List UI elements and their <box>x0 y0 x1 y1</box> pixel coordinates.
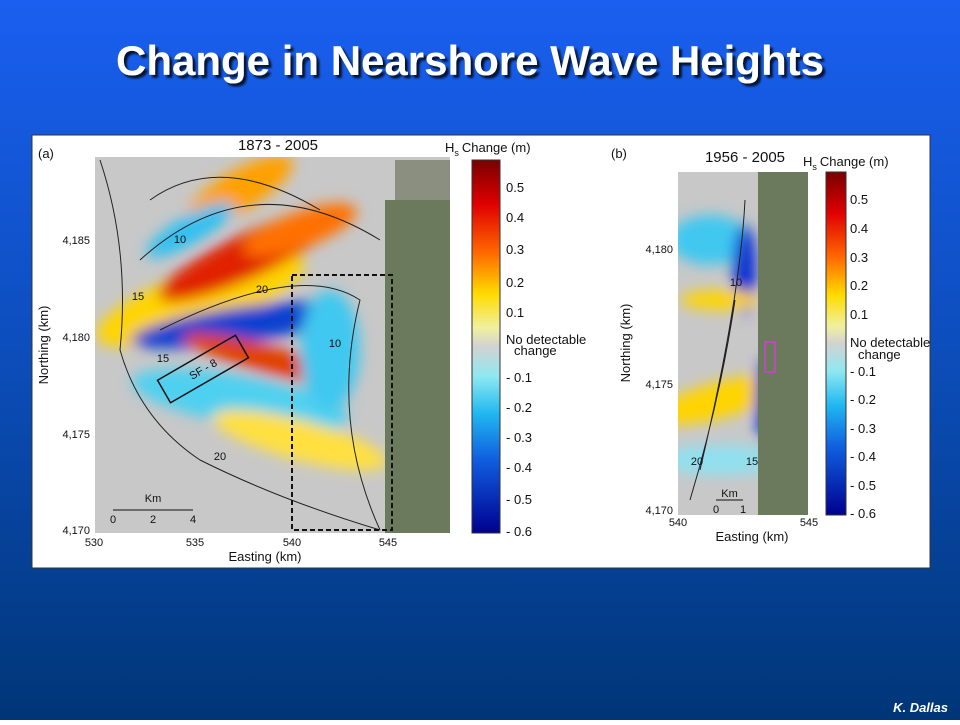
colorbar-label: 0.5 <box>506 180 524 195</box>
legend-symbol: H <box>445 140 454 155</box>
contour-label: 15 <box>157 353 169 365</box>
legend-subscript: s <box>454 148 459 158</box>
legend-title: Hs Change (m) <box>803 154 889 172</box>
y-tick-label: 4,175 <box>645 379 673 391</box>
y-tick-label: 4,170 <box>62 525 90 537</box>
y-axis-title: Northing (km) <box>618 304 633 383</box>
colorbar-label: - 0.5 <box>850 478 876 493</box>
colorbar-b <box>825 171 847 516</box>
colorbar-label: - 0.1 <box>850 364 876 379</box>
colorbar-label: - 0.6 <box>850 506 876 521</box>
colorbar-label: - 0.2 <box>506 400 532 415</box>
colorbar-label: 0.5 <box>850 192 868 207</box>
y-tick-label: 4,180 <box>62 332 90 344</box>
x-tick-label: 545 <box>379 537 397 549</box>
colorbar-label: No detectable <box>506 332 586 347</box>
x-tick-label: 530 <box>85 537 103 549</box>
contour-label: 15 <box>746 456 758 468</box>
colorbar-label: 0.4 <box>506 210 524 225</box>
contour-label: 10 <box>730 277 742 289</box>
contour-label: 20 <box>256 284 268 296</box>
x-axis-title: Easting (km) <box>229 549 302 564</box>
panel-label: (b) <box>611 146 627 161</box>
contour-label: 10 <box>174 234 186 246</box>
y-tick-label: 4,170 <box>645 505 673 517</box>
colorbar-label: - 0.6 <box>506 524 532 539</box>
colorbar-label: 0.2 <box>850 278 868 293</box>
colorbar-label: 0.2 <box>506 275 524 290</box>
colorbar-label: 0.1 <box>506 305 524 320</box>
panel-period: 1956 - 2005 <box>705 149 785 166</box>
y-tick-label: 4,180 <box>645 244 673 256</box>
colorbar-label: change <box>514 343 557 358</box>
y-axis-title: Northing (km) <box>36 306 51 385</box>
scale-tick: 2 <box>150 514 156 526</box>
legend-text: Change (m) <box>820 154 889 169</box>
scale-tick: 0 <box>110 514 116 526</box>
colorbar-label: No detectable <box>850 335 930 350</box>
contour-label: 15 <box>132 291 144 303</box>
panel-period: 1873 - 2005 <box>238 137 318 154</box>
y-tick-label: 4,185 <box>62 235 90 247</box>
x-tick-label: 540 <box>669 517 687 529</box>
scale-tick: 1 <box>740 504 746 516</box>
legend-symbol: H <box>803 154 812 169</box>
y-tick-label: 4,175 <box>62 429 90 441</box>
map-b <box>678 172 808 515</box>
colorbar-label: 0.3 <box>506 242 524 257</box>
colorbar-label: 0.3 <box>850 250 868 265</box>
x-axis-title: Easting (km) <box>716 529 789 544</box>
scale-tick: 4 <box>190 514 196 526</box>
contour-label: 20 <box>691 456 703 468</box>
map-a: SF - 8 <box>95 157 450 533</box>
colorbar-label: - 0.3 <box>506 430 532 445</box>
x-tick-label: 540 <box>283 537 301 549</box>
colorbar-label: - 0.4 <box>850 449 876 464</box>
colorbar-label: - 0.2 <box>850 392 876 407</box>
scale-unit: Km <box>721 488 738 500</box>
slide-title: Change in Nearshore Wave Heights <box>116 37 824 84</box>
colorbar-a <box>471 159 501 534</box>
colorbar-label: - 0.3 <box>850 421 876 436</box>
panel-label: (a) <box>38 146 54 161</box>
colorbar-label: 0.1 <box>850 307 868 322</box>
scale-unit: Km <box>145 493 162 505</box>
contour-label: 10 <box>329 338 341 350</box>
legend-text: Change (m) <box>462 140 531 155</box>
credit: K. Dallas <box>893 700 948 715</box>
colorbar-label: 0.4 <box>850 221 868 236</box>
colorbar-label: - 0.4 <box>506 460 532 475</box>
legend-title: Hs Change (m) <box>445 140 531 158</box>
x-tick-label: 545 <box>800 517 818 529</box>
colorbar-label: - 0.5 <box>506 492 532 507</box>
contour-label: 20 <box>214 451 226 463</box>
colorbar-label: change <box>858 347 901 362</box>
legend-subscript: s <box>812 162 817 172</box>
colorbar-label: - 0.1 <box>506 370 532 385</box>
x-tick-label: 535 <box>186 537 204 549</box>
scale-tick: 0 <box>713 504 719 516</box>
